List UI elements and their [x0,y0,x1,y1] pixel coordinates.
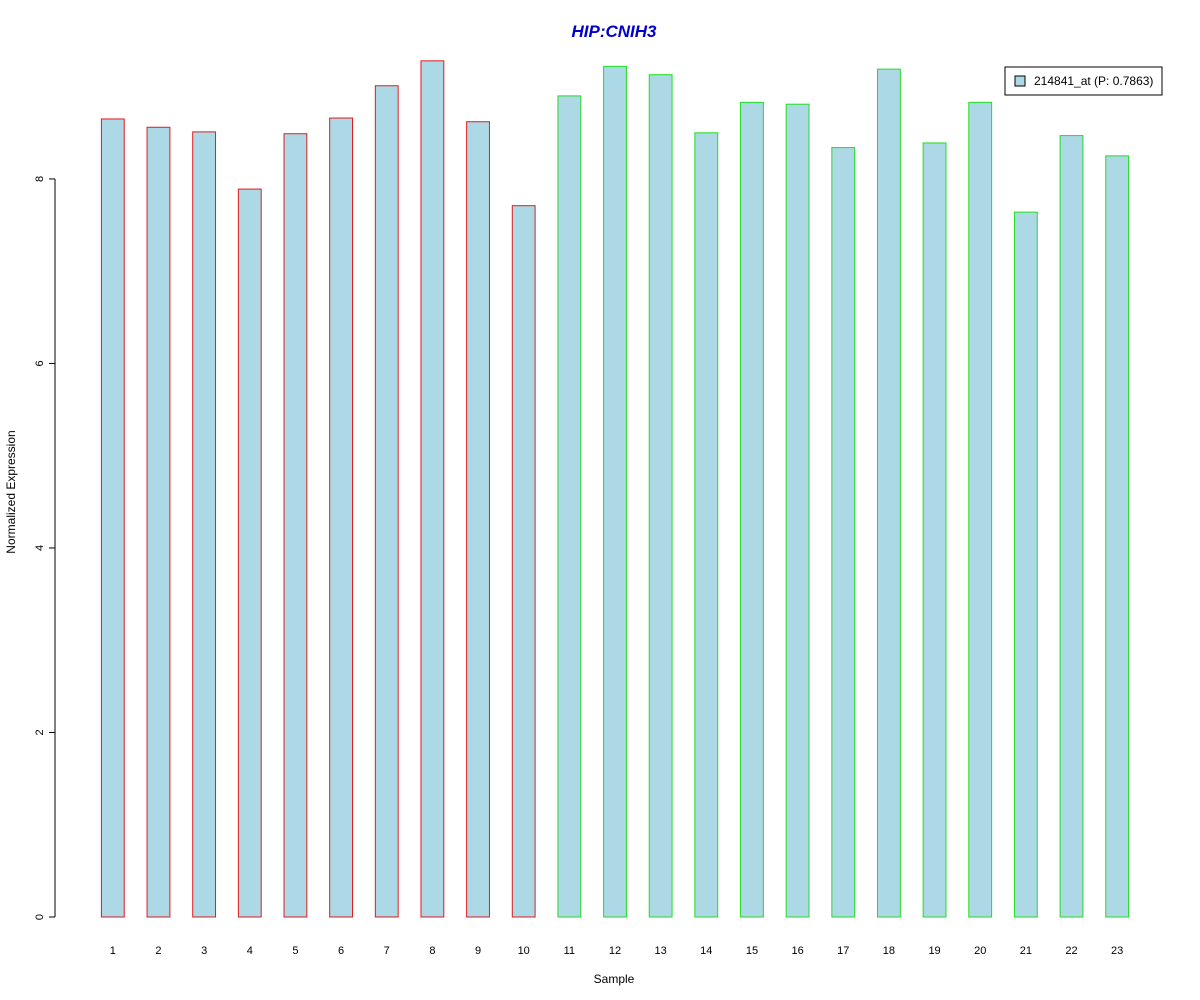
y-axis-label: Normalized Expression [4,430,18,553]
x-tick-label: 8 [429,945,435,957]
chart-title: HIP:CNIH3 [571,22,657,41]
x-tick-label: 10 [518,945,530,957]
x-tick-label: 1 [110,945,116,957]
bar-sample-9 [466,121,490,918]
bar-sample-21 [1013,211,1038,918]
x-tick-label: 11 [564,945,575,957]
bar-sample-15 [740,101,764,918]
bar-sample-13 [648,74,673,918]
y-tick-label: 2 [34,729,46,735]
x-tick-label: 22 [1065,945,1077,957]
bar-sample-22 [1059,135,1084,918]
legend-box [1004,66,1163,96]
bar-sample-6 [329,117,354,918]
bar-sample-7 [374,85,399,918]
bar-sample-3 [192,131,217,918]
x-tick-label: 13 [655,945,667,957]
x-tick-label: 12 [609,945,621,957]
bar-sample-14 [694,132,719,918]
x-tick-label: 23 [1111,945,1123,957]
x-tick-label: 9 [475,945,481,957]
bar-sample-20 [968,101,993,918]
x-tick-label: 16 [791,945,803,957]
x-tick-label: 4 [247,945,253,957]
bar-sample-10 [511,205,536,918]
bar-sample-5 [283,133,308,918]
bars [100,60,1130,918]
y-tick-label: 4 [34,545,46,551]
x-tick-label: 14 [700,945,712,957]
bar-sample-23 [1105,155,1130,918]
x-tick-labels: 1 2 3 4 5 6 7 8 9 10 11 12 13 14 15 16 17 18 19 20 21 22 23 [110,945,1124,957]
y-axis: 0 2 4 6 8 [34,176,56,920]
bar-sample-11 [557,95,582,918]
x-tick-label: 7 [384,945,390,957]
legend-swatch [1014,75,1026,87]
x-tick-label: 6 [338,945,344,957]
legend-label: 214841_at (P: 0.7863) [1034,74,1153,88]
x-tick-label: 19 [928,945,940,957]
bar-sample-12 [603,65,627,918]
bar-sample-1 [100,118,125,918]
bar-sample-17 [831,147,856,918]
x-tick-label: 17 [837,945,849,957]
bar-sample-19 [922,142,947,918]
x-tick-label: 3 [201,945,207,957]
x-tick-label: 5 [292,945,298,957]
x-tick-label: 21 [1020,945,1032,957]
x-axis-label: Sample [594,972,635,986]
y-tick-label: 6 [34,360,46,366]
y-tick-label: 8 [34,176,46,182]
legend: 214841_at (P: 0.7863) [1004,66,1163,96]
y-tick-label: 0 [34,914,46,920]
x-tick-label: 2 [155,945,161,957]
x-tick-label: 18 [883,945,895,957]
bar-sample-4 [237,188,262,918]
bar-sample-16 [785,103,810,918]
bar-sample-2 [146,126,171,918]
bar-sample-8 [420,60,445,918]
x-tick-label: 20 [974,945,986,957]
bar-sample-18 [877,68,901,918]
x-tick-label: 15 [746,945,758,957]
